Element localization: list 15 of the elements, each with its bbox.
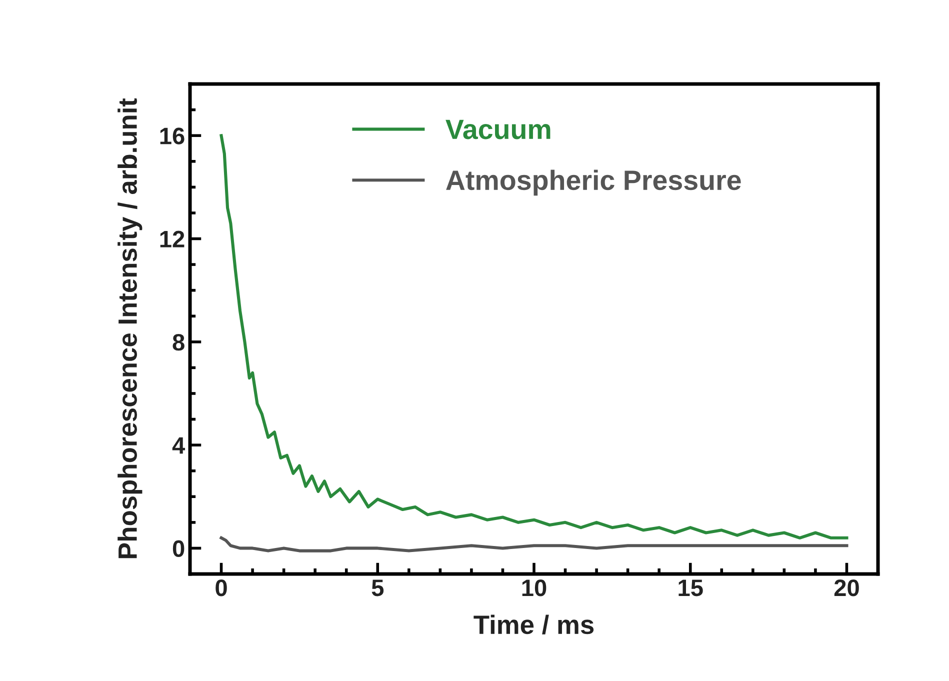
x-tick-label: 20	[834, 579, 859, 596]
x-tick-label: 10	[522, 579, 546, 596]
x-axis-title: Time / ms	[474, 614, 594, 634]
x-tick-label: 5	[372, 580, 384, 596]
y-axis-title: Phosphorescence Intensity / arb.unit	[118, 98, 142, 558]
legend-label: Atmospheric Pressure	[446, 170, 741, 196]
line-series	[220, 536, 848, 552]
y-tick-label: 16	[160, 128, 184, 144]
x-tick-label: 0	[216, 579, 227, 596]
y-tick-label: 8	[172, 334, 184, 351]
y-tick-label: 4	[172, 437, 186, 454]
x-tick-label: 15	[678, 580, 703, 596]
y-tick-label: 12	[160, 230, 184, 248]
y-tick-label: 0	[172, 540, 184, 557]
legend-label: Vacuum	[446, 120, 550, 140]
